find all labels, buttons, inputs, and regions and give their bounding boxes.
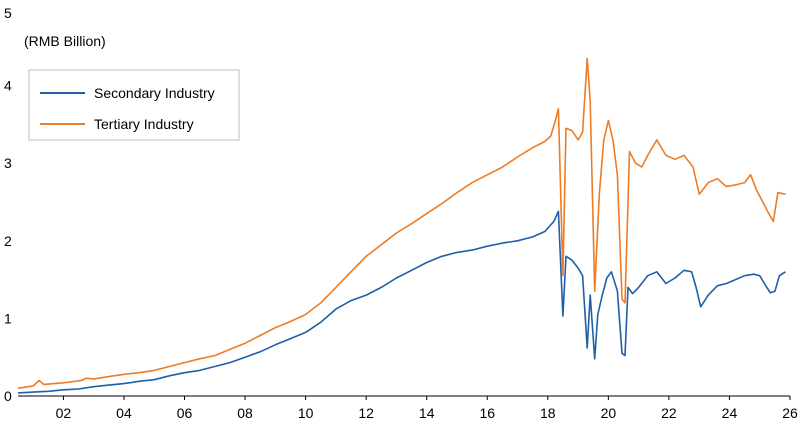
y-tick-label: 5 xyxy=(4,5,12,21)
y-tick-label: 3 xyxy=(4,155,12,171)
y-tick-label: 4 xyxy=(4,78,12,94)
x-tick-label: 08 xyxy=(237,405,253,421)
x-tick-label: 26 xyxy=(782,405,798,421)
x-tick-label: 24 xyxy=(722,405,738,421)
x-tick-label: 10 xyxy=(298,405,314,421)
x-tick-label: 18 xyxy=(540,405,556,421)
x-tick-label: 16 xyxy=(479,405,495,421)
series-line-tertiary xyxy=(17,57,786,389)
y-tick-label: 1 xyxy=(4,310,12,326)
x-tick-labels: 02 04 06 08 10 12 14 16 18 20 22 24 26 xyxy=(56,396,798,421)
x-tick-label: 22 xyxy=(661,405,677,421)
legend-label-secondary: Secondary Industry xyxy=(94,85,215,101)
x-tick-label: 14 xyxy=(419,405,435,421)
legend-label-tertiary: Tertiary Industry xyxy=(94,116,194,132)
x-tick-label: 20 xyxy=(601,405,617,421)
y-tick-label: 2 xyxy=(4,233,12,249)
legend-box xyxy=(28,69,240,141)
y-tick-label: 0 xyxy=(4,388,12,404)
x-tick-label: 12 xyxy=(358,405,374,421)
x-tick-label: 02 xyxy=(56,405,72,421)
series-line-secondary xyxy=(17,210,786,394)
series-layer xyxy=(17,57,786,394)
x-tick-label: 04 xyxy=(116,405,132,421)
unit-label: (RMB Billion) xyxy=(24,33,106,49)
y-tick-labels: 0 1 2 3 4 5 xyxy=(4,5,12,404)
legend: Secondary Industry Tertiary Industry xyxy=(28,69,240,141)
x-tick-label: 06 xyxy=(177,405,193,421)
